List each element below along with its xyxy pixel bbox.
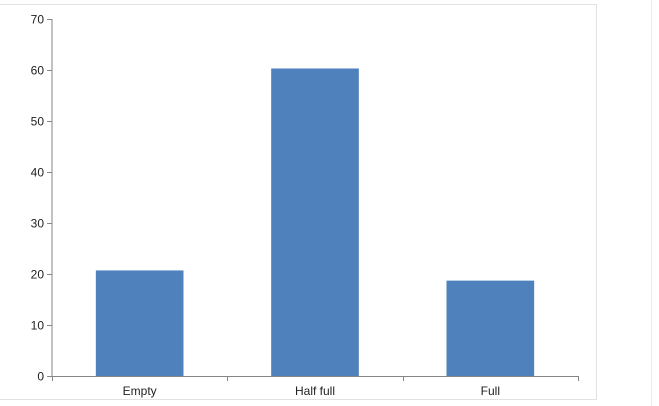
x-axis: Empty Half full Full [52,376,579,398]
bar-empty [95,270,184,376]
bars [95,68,535,376]
y-tick-label: 30 [31,217,45,231]
y-tick-label: 20 [31,268,45,282]
y-tick-label: 40 [31,166,45,180]
panel-edge [651,0,652,406]
bar-full [446,280,535,376]
bar-half-full [271,68,359,376]
x-tick-label: Half full [295,384,335,398]
x-tick-label: Full [481,384,500,398]
y-tick-label: 70 [31,13,45,27]
y-tick-label: 0 [37,370,44,384]
x-tick-label: Empty [123,384,157,398]
y-tick-label: 60 [31,64,45,78]
y-tick-label: 10 [31,319,45,333]
y-axis: 0 10 20 30 40 50 60 70 [31,13,53,384]
y-tick-label: 50 [31,115,45,129]
